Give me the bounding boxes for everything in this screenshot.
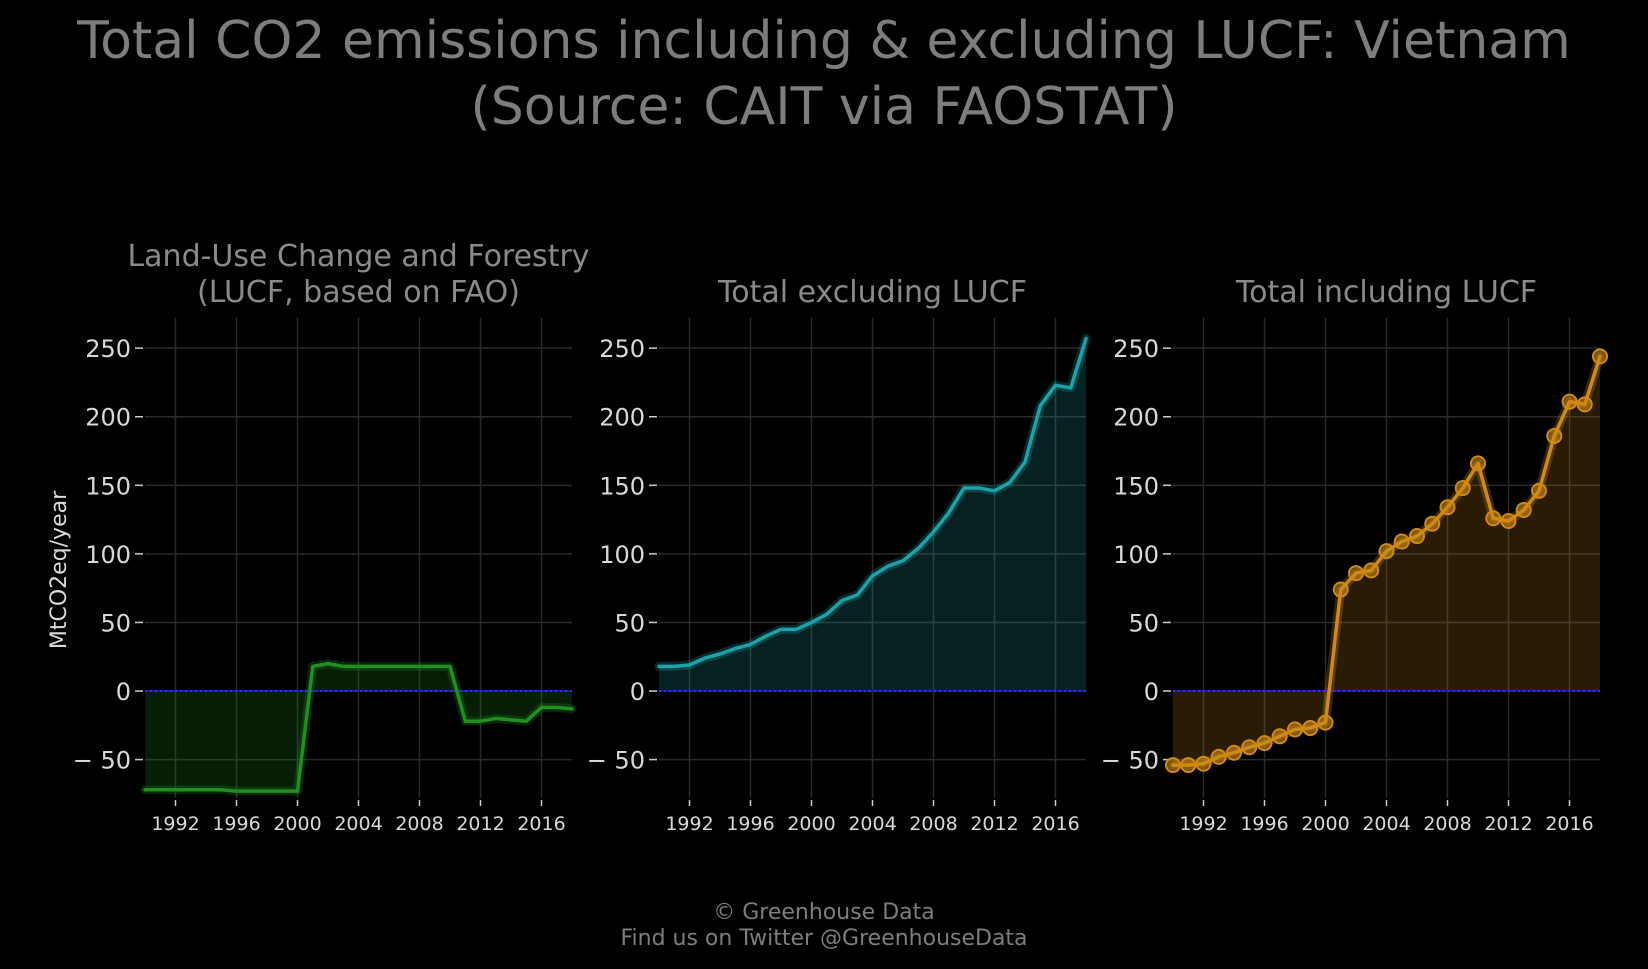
y-tick-label: − 50	[1101, 747, 1159, 775]
x-tick-label: 2008	[395, 813, 443, 835]
x-tick-label: 1996	[212, 813, 260, 835]
page-title-line-2: (Source: CAIT via FAOSTAT)	[470, 77, 1178, 137]
x-tick-label: 2000	[787, 813, 835, 835]
x-tick-label: 2000	[1301, 813, 1349, 835]
data-point	[1332, 581, 1349, 598]
y-tick-label: 100	[599, 541, 645, 569]
data-point	[1561, 393, 1578, 410]
footer-twitter: Find us on Twitter @GreenhouseData	[620, 926, 1028, 951]
page-title-line-1: Total CO2 emissions including & excludin…	[77, 11, 1571, 71]
x-tick-label: 2012	[970, 813, 1018, 835]
series-line	[143, 661, 574, 793]
y-tick-label: 200	[85, 404, 131, 432]
data-point	[1546, 427, 1563, 444]
data-point	[1531, 482, 1547, 499]
data-point	[1348, 565, 1364, 582]
y-tick-label: 200	[599, 404, 645, 432]
x-tick-label: 2004	[1362, 813, 1410, 835]
x-tick-label: 2004	[848, 813, 896, 835]
series-line	[657, 336, 1088, 669]
chart-panel-1: Land-Use Change and Forestry(LUCF, based…	[47, 239, 590, 835]
data-point	[1592, 348, 1608, 365]
x-tick-label: 1992	[665, 813, 713, 835]
data-point	[1271, 728, 1288, 745]
y-tick-label: 200	[1113, 404, 1159, 432]
data-point	[1302, 720, 1319, 737]
data-point	[1454, 480, 1471, 497]
series-area	[659, 338, 1086, 692]
data-point	[1424, 515, 1441, 532]
data-point	[1576, 396, 1593, 413]
x-tick-label: 2008	[1423, 813, 1471, 835]
data-point	[1241, 739, 1258, 756]
data-point	[1210, 748, 1227, 765]
y-tick-label: 250	[1113, 335, 1159, 363]
y-tick-label: 250	[599, 335, 645, 363]
y-tick-label: 150	[599, 472, 645, 500]
x-tick-label: 2000	[273, 813, 321, 835]
panel-title-line: Total including LUCF	[1235, 275, 1537, 310]
x-tick-label: 2016	[517, 813, 565, 835]
x-tick-label: 1992	[151, 813, 199, 835]
data-point	[1226, 744, 1242, 761]
x-tick-label: 2012	[1484, 813, 1532, 835]
y-tick-label: − 50	[73, 747, 131, 775]
data-point	[1165, 757, 1181, 774]
footer-copyright: © Greenhouse Data	[713, 900, 935, 925]
data-point	[1470, 455, 1486, 472]
data-point	[1195, 755, 1212, 772]
data-point	[1317, 714, 1334, 731]
data-point	[1485, 510, 1502, 527]
panel-title-line: Land-Use Change and Forestry	[127, 239, 589, 274]
y-tick-label: − 50	[587, 747, 645, 775]
y-tick-label: 50	[100, 609, 131, 637]
x-tick-label: 2004	[334, 813, 382, 835]
series-area	[145, 663, 572, 792]
x-tick-label: 1996	[1240, 813, 1288, 835]
x-tick-label: 2016	[1031, 813, 1079, 835]
data-point	[1500, 512, 1517, 529]
panel-title-line: Total excluding LUCF	[717, 275, 1027, 310]
y-tick-label: 0	[630, 678, 645, 706]
data-point	[1256, 735, 1273, 752]
series-area	[1173, 356, 1600, 766]
y-tick-label: 0	[116, 678, 131, 706]
y-axis-label: MtCO2eq/year	[47, 490, 72, 649]
data-point	[1393, 533, 1410, 550]
panel-title-line: (LUCF, based on FAO)	[197, 275, 520, 310]
x-tick-label: 1996	[726, 813, 774, 835]
y-tick-label: 100	[85, 541, 131, 569]
page-title: Total CO2 emissions including & excludin…	[0, 8, 1648, 140]
data-point	[1439, 499, 1456, 516]
x-tick-label: 2016	[1545, 813, 1593, 835]
y-tick-label: 50	[614, 609, 645, 637]
y-tick-label: 0	[1144, 678, 1159, 706]
y-tick-label: 100	[1113, 541, 1159, 569]
chart-panel-2: Total excluding LUCF − 50 0 50 100 150 200 250 1…	[587, 275, 1091, 835]
chart-panel-3: Total including LUCF − 50 0 50 100 150 200 250 1…	[1101, 275, 1608, 835]
x-tick-label: 2008	[909, 813, 957, 835]
x-tick-label: 1992	[1179, 813, 1227, 835]
data-point	[1180, 757, 1197, 774]
data-point	[1378, 543, 1395, 560]
y-tick-label: 150	[1113, 472, 1159, 500]
y-tick-label: 250	[85, 335, 131, 363]
data-point	[1287, 721, 1303, 738]
x-tick-label: 2012	[456, 813, 504, 835]
y-tick-label: 50	[1128, 609, 1159, 637]
data-point	[1515, 502, 1532, 518]
footer: © Greenhouse Data Find us on Twitter @Gr…	[0, 900, 1648, 952]
data-point	[1363, 562, 1380, 579]
y-tick-label: 150	[85, 472, 131, 500]
data-point	[1409, 528, 1425, 545]
